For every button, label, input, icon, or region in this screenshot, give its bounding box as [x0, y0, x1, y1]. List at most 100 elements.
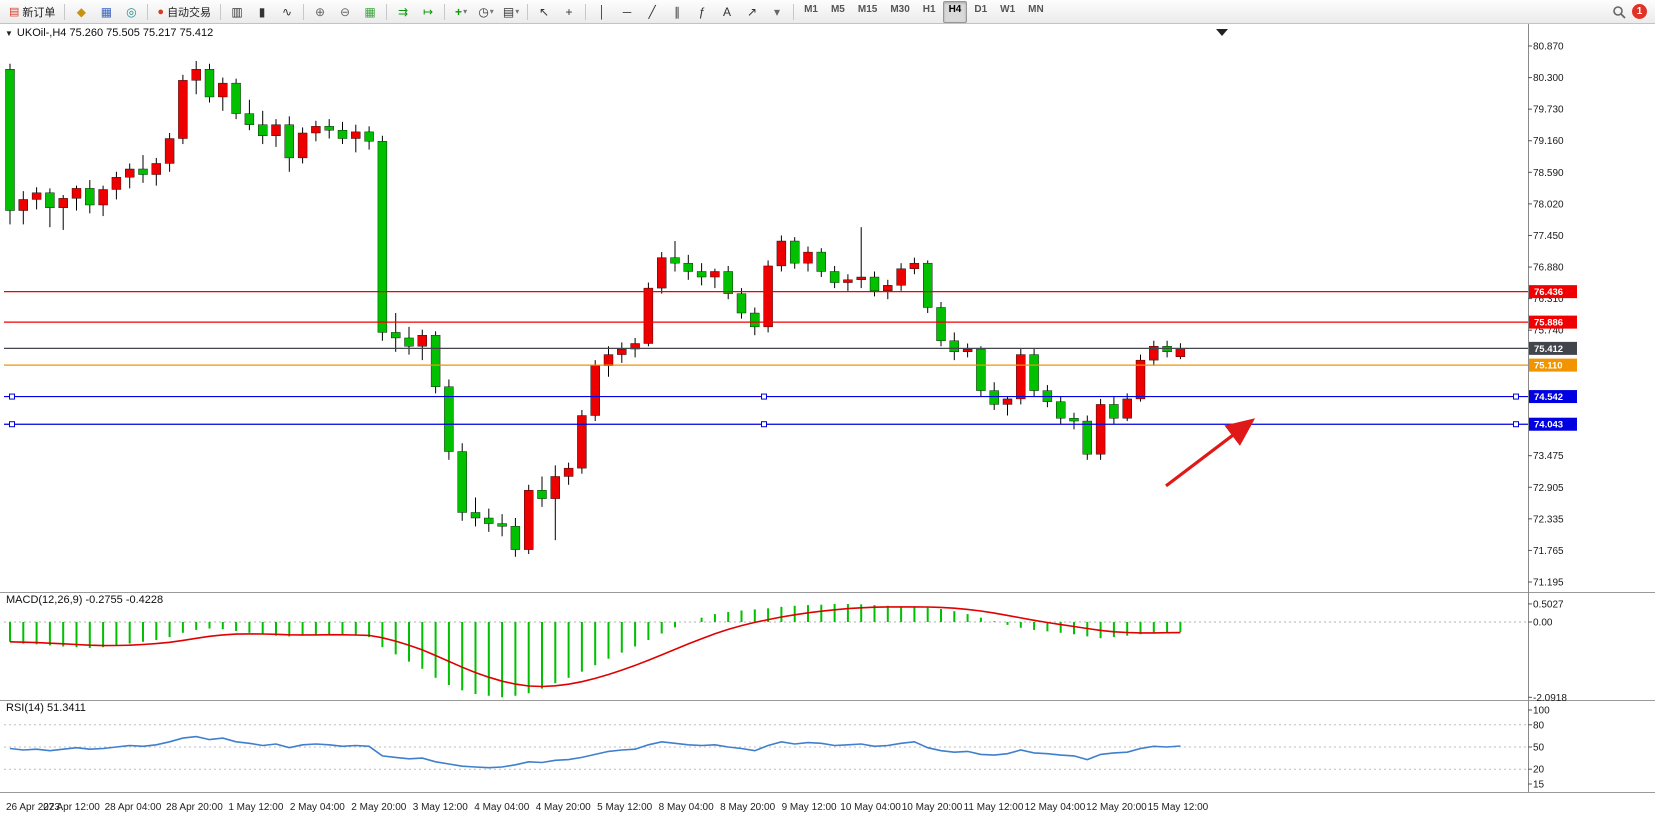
svg-text:79.730: 79.730 [1533, 105, 1564, 116]
data-window-icon[interactable]: ▦ [100, 4, 113, 19]
svg-text:80.300: 80.300 [1533, 73, 1564, 84]
bar-chart-icon[interactable]: ▥ [231, 4, 243, 19]
arrows-tool-icon[interactable]: ↗ [747, 4, 758, 19]
timeframe-w1[interactable]: W1 [1000, 3, 1016, 15]
timeframe-m15[interactable]: M15 [857, 3, 878, 15]
rsi-indicator-header: RSI(14) 51.3411 [6, 702, 86, 714]
timeframe-m5[interactable]: M5 [830, 3, 845, 15]
price-chart-canvas[interactable]: 80.870 80.300 79.730 79.160 78.590 78.020 77.4… [0, 24, 1655, 826]
new-order-icon: ▤ [9, 6, 20, 18]
dropdown-arrow-icon: ▾ [489, 7, 494, 16]
crosshair-tool-icon[interactable]: + [565, 4, 573, 19]
svg-text:26 Apr 2023: 26 Apr 2023 [6, 802, 60, 813]
horizontal-lines-layer [4, 291, 1528, 428]
autotrading-status-icon: ● [157, 5, 165, 18]
main-toolbar: ▤ 新订单 ◆ ▦ ◎ ● 自动交易 ▥ ▮ ∿ ⊕ ⊖ ▦ ⇉ ↦ + ▾ ◷ ▾… [0, 0, 1655, 24]
svg-text:15 May 12:00: 15 May 12:00 [1148, 802, 1209, 813]
shapes-dropdown-icon[interactable]: ▾ [774, 4, 781, 19]
svg-text:75.886: 75.886 [1534, 318, 1563, 329]
text-tool-icon[interactable]: A [723, 4, 732, 19]
svg-text:72.335: 72.335 [1533, 514, 1564, 525]
macd-indicator-header: MACD(12,26,9) -0.2755 -0.4228 [6, 594, 163, 606]
market-watch-icon[interactable]: ◆ [76, 4, 87, 19]
svg-text:78.020: 78.020 [1533, 199, 1564, 210]
toolbar-separator [220, 3, 222, 20]
svg-text:15: 15 [1533, 780, 1545, 791]
svg-text:78.590: 78.590 [1533, 168, 1564, 179]
zoom-in-icon[interactable]: ⊕ [315, 4, 326, 19]
timeframe-h4[interactable]: H4 [942, 0, 968, 23]
svg-text:0.5027: 0.5027 [1533, 599, 1564, 610]
fibonacci-tool-icon[interactable]: ƒ [698, 4, 706, 19]
dropdown-arrow-icon: ▾ [515, 7, 520, 16]
svg-text:79.160: 79.160 [1533, 136, 1564, 147]
timeframe-d1[interactable]: D1 [974, 3, 988, 15]
macd-header-text: MACD(12,26,9) -0.2755 -0.4228 [6, 594, 164, 606]
dropdown-arrow-icon: ▾ [463, 7, 468, 16]
toolbar-separator [444, 3, 446, 20]
zoom-out-icon[interactable]: ⊖ [340, 4, 351, 19]
toolbar-right-group: 1 [1612, 4, 1651, 19]
svg-text:9 May 12:00: 9 May 12:00 [782, 802, 837, 813]
svg-text:2 May 20:00: 2 May 20:00 [351, 802, 406, 813]
svg-text:12 May 20:00: 12 May 20:00 [1086, 802, 1147, 813]
candlestick-chart-icon[interactable]: ▮ [258, 4, 266, 19]
svg-text:12 May 04:00: 12 May 04:00 [1025, 802, 1086, 813]
svg-text:76.436: 76.436 [1534, 287, 1563, 298]
svg-text:1 May 12:00: 1 May 12:00 [228, 802, 283, 813]
timeframe-m30[interactable]: M30 [890, 3, 910, 15]
new-order-button[interactable]: ▤ 新订单 [4, 2, 60, 22]
toolbar-separator [303, 3, 305, 20]
periods-button[interactable]: ◷ ▾ [478, 4, 494, 19]
new-order-label: 新订单 [22, 6, 56, 19]
svg-text:28 Apr 04:00: 28 Apr 04:00 [105, 802, 162, 813]
svg-text:74.542: 74.542 [1534, 392, 1563, 403]
svg-text:8 May 20:00: 8 May 20:00 [720, 802, 775, 813]
svg-text:75.412: 75.412 [1534, 344, 1563, 355]
svg-text:72.905: 72.905 [1533, 483, 1564, 494]
tile-windows-icon[interactable]: ▦ [364, 4, 376, 19]
svg-text:80: 80 [1533, 720, 1545, 731]
svg-text:10 May 20:00: 10 May 20:00 [902, 802, 963, 813]
svg-text:10 May 04:00: 10 May 04:00 [840, 802, 901, 813]
timeframe-m1[interactable]: M1 [804, 3, 818, 15]
chart-shift-icon[interactable]: ↦ [423, 4, 434, 19]
toolbar-separator [147, 3, 149, 20]
price-axis: 80.870 80.300 79.730 79.160 78.590 78.020 77.4… [1528, 24, 1577, 792]
timeframe-h1[interactable]: H1 [922, 3, 936, 15]
svg-text:11 May 12:00: 11 May 12:00 [964, 802, 1024, 813]
indicators-add-button[interactable]: + ▾ [455, 4, 468, 19]
svg-text:100: 100 [1533, 706, 1550, 717]
svg-text:75.740: 75.740 [1533, 326, 1564, 337]
svg-text:0.00: 0.00 [1533, 618, 1553, 629]
svg-text:8 May 04:00: 8 May 04:00 [659, 802, 714, 813]
vertical-line-tool-icon[interactable]: │ [598, 4, 606, 19]
rsi-pane [4, 724, 1528, 770]
channel-tool-icon[interactable]: ∥ [674, 4, 681, 19]
horizontal-line-tool-icon[interactable]: ─ [622, 4, 632, 19]
svg-text:27 Apr 12:00: 27 Apr 12:00 [43, 802, 100, 813]
svg-text:2 May 04:00: 2 May 04:00 [290, 802, 345, 813]
timeframe-mn[interactable]: MN [1028, 3, 1044, 15]
notification-badge[interactable]: 1 [1632, 4, 1647, 19]
svg-text:50: 50 [1533, 743, 1545, 754]
macd-pane [4, 604, 1528, 698]
svg-text:4 May 20:00: 4 May 20:00 [536, 802, 591, 813]
search-icon[interactable] [1612, 5, 1626, 19]
line-chart-icon[interactable]: ∿ [282, 4, 293, 19]
cursor-tool-icon[interactable]: ↖ [539, 4, 550, 19]
templates-button[interactable]: ▤ ▾ [502, 4, 520, 19]
trendline-tool-icon[interactable]: ╱ [648, 4, 656, 19]
rsi-header-text: RSI(14) 51.3411 [6, 702, 86, 714]
svg-text:76.310: 76.310 [1533, 294, 1564, 305]
autotrading-label: 自动交易 [167, 6, 212, 19]
navigator-icon[interactable]: ◎ [126, 4, 137, 19]
chart-area[interactable]: 80.870 80.300 79.730 79.160 78.590 78.020 77.4… [0, 24, 1655, 826]
autotrading-button[interactable]: ● 自动交易 [152, 2, 216, 22]
toolbar-separator [386, 3, 388, 20]
collapse-icon[interactable]: ▼ [5, 28, 13, 38]
auto-scroll-icon[interactable]: ⇉ [398, 4, 409, 19]
svg-text:20: 20 [1533, 765, 1545, 776]
